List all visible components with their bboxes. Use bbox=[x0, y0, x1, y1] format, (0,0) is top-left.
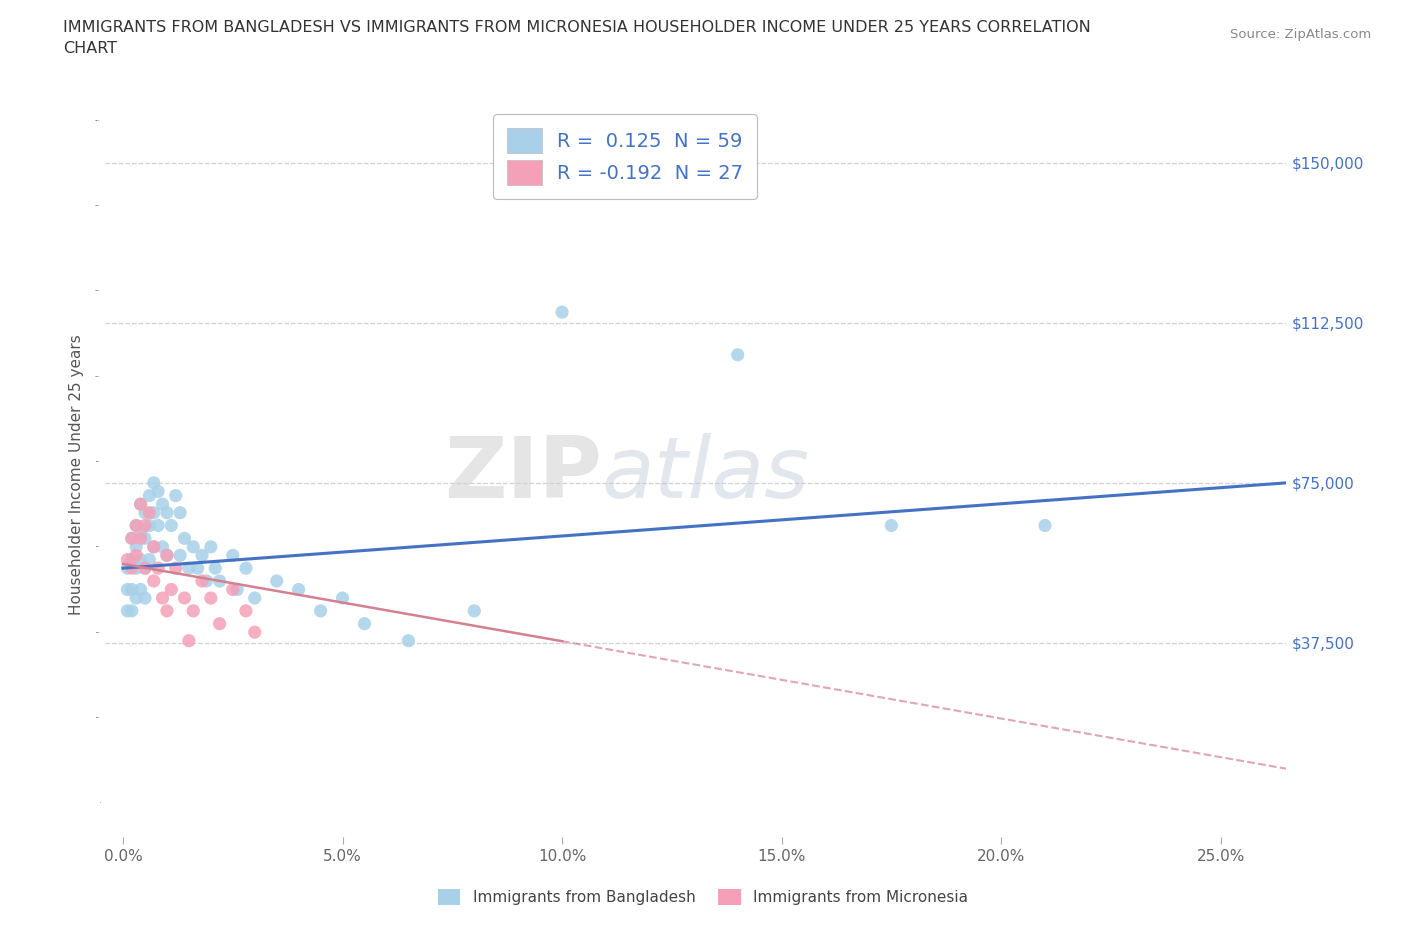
Point bbox=[138, 552, 160, 567]
Point bbox=[121, 561, 143, 576]
Point bbox=[880, 518, 903, 533]
Point bbox=[121, 582, 143, 597]
Point bbox=[177, 633, 200, 648]
Point bbox=[169, 505, 191, 520]
Point bbox=[138, 488, 160, 503]
Point bbox=[243, 591, 266, 605]
Point bbox=[117, 604, 139, 618]
Point bbox=[129, 552, 152, 567]
Point bbox=[181, 604, 204, 618]
Text: Source: ZipAtlas.com: Source: ZipAtlas.com bbox=[1230, 28, 1371, 41]
Point bbox=[160, 582, 183, 597]
Point bbox=[200, 539, 222, 554]
Point bbox=[142, 475, 165, 490]
Point bbox=[152, 539, 174, 554]
Point bbox=[181, 539, 204, 554]
Legend: R =  0.125  N = 59, R = -0.192  N = 27: R = 0.125 N = 59, R = -0.192 N = 27 bbox=[494, 114, 756, 199]
Text: IMMIGRANTS FROM BANGLADESH VS IMMIGRANTS FROM MICRONESIA HOUSEHOLDER INCOME UNDE: IMMIGRANTS FROM BANGLADESH VS IMMIGRANTS… bbox=[63, 20, 1091, 35]
Point bbox=[125, 518, 148, 533]
Point bbox=[117, 552, 139, 567]
Point bbox=[235, 604, 257, 618]
Point bbox=[121, 531, 143, 546]
Point bbox=[142, 505, 165, 520]
Point bbox=[235, 561, 257, 576]
Point bbox=[204, 561, 226, 576]
Point bbox=[169, 548, 191, 563]
Point bbox=[177, 561, 200, 576]
Point bbox=[125, 518, 148, 533]
Point bbox=[191, 574, 214, 589]
Point bbox=[125, 539, 148, 554]
Point bbox=[309, 604, 332, 618]
Point bbox=[142, 574, 165, 589]
Point bbox=[195, 574, 218, 589]
Point bbox=[156, 505, 179, 520]
Point bbox=[160, 518, 183, 533]
Point bbox=[727, 348, 749, 363]
Point bbox=[125, 561, 148, 576]
Point bbox=[208, 574, 231, 589]
Point bbox=[138, 505, 160, 520]
Point bbox=[173, 591, 195, 605]
Point bbox=[222, 548, 245, 563]
Point bbox=[266, 574, 288, 589]
Text: atlas: atlas bbox=[602, 432, 810, 516]
Point bbox=[332, 591, 354, 605]
Text: ZIP: ZIP bbox=[444, 432, 602, 516]
Point bbox=[165, 488, 187, 503]
Point bbox=[134, 561, 156, 576]
Point bbox=[156, 548, 179, 563]
Point bbox=[129, 497, 152, 512]
Text: CHART: CHART bbox=[63, 41, 117, 56]
Point bbox=[463, 604, 485, 618]
Point bbox=[138, 518, 160, 533]
Point bbox=[287, 582, 309, 597]
Point bbox=[142, 539, 165, 554]
Point bbox=[134, 561, 156, 576]
Point bbox=[200, 591, 222, 605]
Point bbox=[208, 617, 231, 631]
Point bbox=[173, 531, 195, 546]
Point bbox=[243, 625, 266, 640]
Point bbox=[129, 531, 152, 546]
Point bbox=[134, 531, 156, 546]
Point bbox=[226, 582, 249, 597]
Point bbox=[156, 604, 179, 618]
Point bbox=[117, 582, 139, 597]
Point bbox=[551, 305, 574, 320]
Point bbox=[191, 548, 214, 563]
Point bbox=[125, 591, 148, 605]
Point bbox=[156, 548, 179, 563]
Point bbox=[134, 505, 156, 520]
Point bbox=[146, 518, 169, 533]
Point bbox=[187, 561, 209, 576]
Point bbox=[353, 617, 375, 631]
Point bbox=[146, 484, 169, 498]
Point bbox=[222, 582, 245, 597]
Point bbox=[125, 548, 148, 563]
Point bbox=[396, 633, 419, 648]
Point bbox=[165, 561, 187, 576]
Point bbox=[134, 518, 156, 533]
Point bbox=[121, 531, 143, 546]
Y-axis label: Householder Income Under 25 years: Householder Income Under 25 years bbox=[69, 334, 84, 615]
Point bbox=[129, 497, 152, 512]
Point bbox=[129, 526, 152, 541]
Point bbox=[152, 497, 174, 512]
Point bbox=[129, 582, 152, 597]
Point bbox=[121, 552, 143, 567]
Point bbox=[1033, 518, 1056, 533]
Point bbox=[152, 591, 174, 605]
Point bbox=[146, 561, 169, 576]
Point bbox=[134, 591, 156, 605]
Point bbox=[121, 604, 143, 618]
Point bbox=[117, 561, 139, 576]
Point bbox=[142, 539, 165, 554]
Legend: Immigrants from Bangladesh, Immigrants from Micronesia: Immigrants from Bangladesh, Immigrants f… bbox=[432, 883, 974, 911]
